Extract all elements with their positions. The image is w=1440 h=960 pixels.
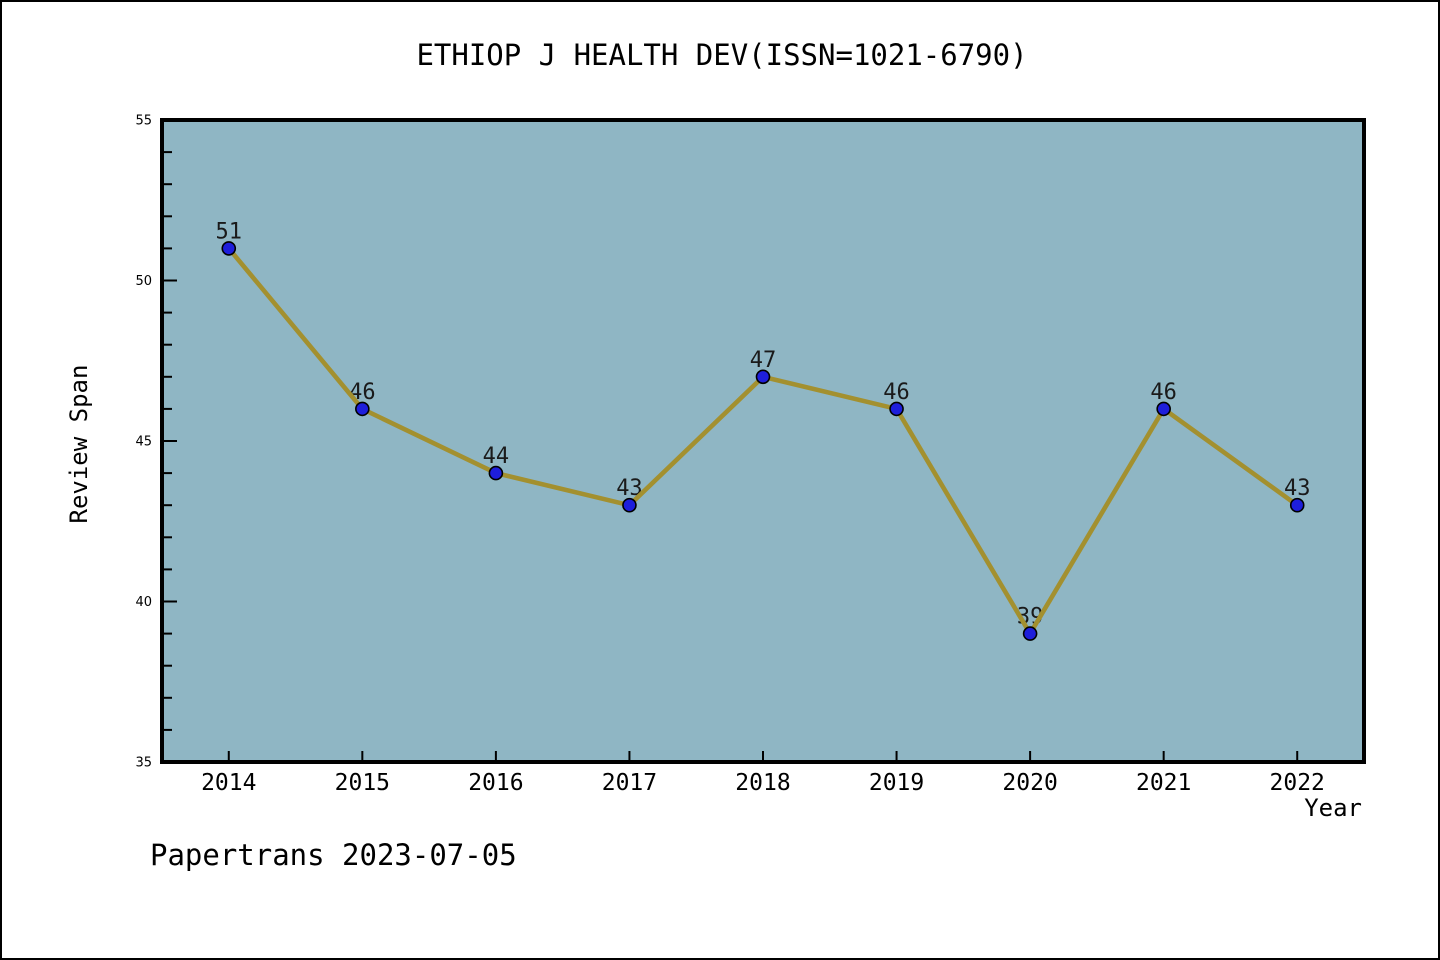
data-point-marker [1022,626,1038,641]
data-point-marker [622,497,637,513]
data-point-marker [755,369,771,385]
data-point-marker [1289,497,1305,513]
y-tick-label: 55 [135,114,152,129]
x-axis-label: Year [1304,794,1362,822]
watermark-text: Papertrans 2023-07-05 [150,838,517,872]
plot-area [162,120,1364,762]
data-point-marker [889,401,904,417]
x-tick-label: 2022 [1270,770,1325,796]
x-tick-label: 2018 [735,770,790,796]
y-tick-label: 40 [135,595,152,610]
chart-title: ETHIOP J HEALTH DEV(ISSN=1021-6790) [416,38,1028,72]
y-tick-label: 35 [135,756,152,771]
y-tick-label: 50 [135,274,152,289]
x-tick-label: 2020 [1002,770,1057,796]
data-point-label: 46 [1150,380,1177,405]
data-point-marker [1156,401,1171,417]
x-tick-label: 2019 [869,770,924,796]
data-point-marker [488,465,504,481]
plot-frame [160,118,1366,764]
data-point-label: 51 [216,219,243,244]
y-tick-label: 45 [135,435,152,450]
x-tick-label: 2021 [1136,770,1191,796]
x-tick-label: 2014 [201,770,256,796]
x-tick-label: 2016 [468,770,523,796]
x-tick-label: 2015 [335,770,390,796]
data-point-label: 46 [883,380,910,405]
data-point-marker [355,401,370,417]
x-tick-label: 2017 [602,770,657,796]
data-point-label: 44 [483,444,510,469]
data-point-label: 47 [750,348,777,373]
data-point-marker [221,241,237,256]
